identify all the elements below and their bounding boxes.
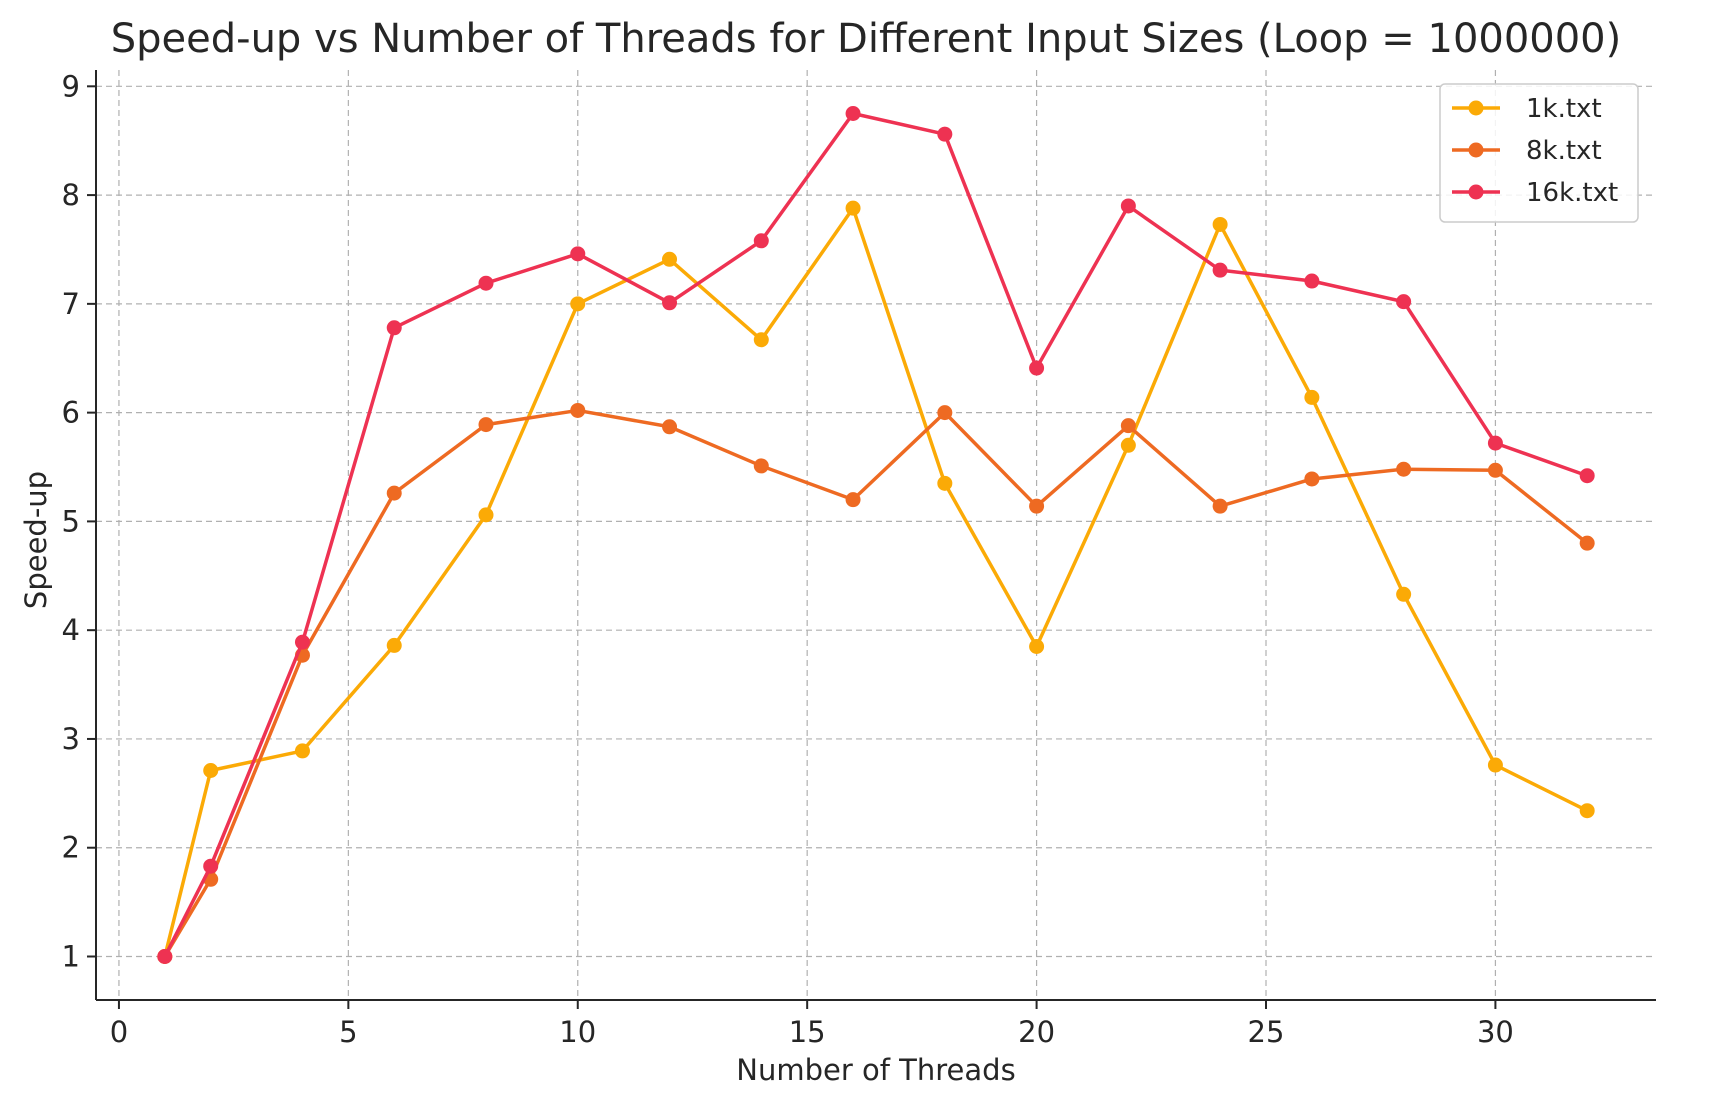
- series-line: [163, 111, 1588, 958]
- y-tick-label: 9: [62, 69, 80, 103]
- data-point: [662, 419, 678, 435]
- data-point: [1212, 216, 1228, 232]
- data-point: [1120, 418, 1136, 434]
- data-point: [753, 233, 769, 249]
- x-ticks: 0 5 10 15 20 25 30: [110, 1000, 1514, 1049]
- data-point: [1579, 803, 1595, 819]
- data-point: [845, 492, 861, 508]
- data-point: [1212, 262, 1228, 278]
- y-tick-label: 2: [62, 831, 80, 865]
- data-point: [1304, 471, 1320, 487]
- y-tick-label: 1: [62, 939, 80, 973]
- data-point: [1396, 294, 1412, 310]
- data-point: [294, 743, 310, 759]
- data-point: [1120, 198, 1136, 214]
- data-point: [662, 251, 678, 267]
- data-point: [1212, 498, 1228, 514]
- legend: 1k.txt 8k.txt 16k.txt: [1439, 83, 1639, 223]
- y-tick-label: 6: [62, 396, 80, 430]
- series-8k.txt: [157, 402, 1595, 964]
- y-ticks: 1 2 3 4 5 6 7 8 9: [62, 69, 96, 973]
- legend-label: 16k.txt: [1526, 178, 1618, 208]
- grid: [96, 70, 1656, 1000]
- series-layer: [157, 106, 1595, 964]
- data-point: [937, 475, 953, 491]
- data-point: [1579, 535, 1595, 551]
- data-point: [1396, 461, 1412, 477]
- legend-marker: [1468, 100, 1484, 116]
- legend-marker: [1468, 142, 1484, 158]
- data-point: [570, 402, 586, 418]
- series-line: [163, 408, 1589, 958]
- data-point: [386, 637, 402, 653]
- legend-label: 8k.txt: [1526, 136, 1602, 166]
- data-point: [203, 858, 219, 874]
- data-point: [157, 948, 173, 964]
- data-point: [1487, 462, 1503, 478]
- y-tick-label: 7: [62, 287, 80, 321]
- y-axis-label: Speed-up: [19, 471, 53, 609]
- x-tick-label: 25: [1248, 1015, 1285, 1049]
- legend-box: [1439, 83, 1639, 223]
- legend-item: 8k.txt: [1452, 136, 1602, 166]
- data-point: [845, 106, 861, 122]
- data-point: [1029, 360, 1045, 376]
- x-tick-label: 30: [1477, 1015, 1514, 1049]
- data-point: [570, 296, 586, 312]
- data-point: [1029, 498, 1045, 514]
- data-point: [1396, 586, 1412, 602]
- data-point: [845, 200, 861, 216]
- series-line: [163, 206, 1588, 957]
- data-point: [1120, 437, 1136, 453]
- data-point: [478, 507, 494, 523]
- x-axis-label: Number of Threads: [736, 1053, 1015, 1087]
- x-tick-label: 20: [1018, 1015, 1055, 1049]
- chart-title: Speed-up vs Number of Threads for Differ…: [111, 16, 1622, 62]
- data-point: [1487, 435, 1503, 451]
- y-tick-label: 3: [62, 722, 80, 756]
- axes: [95, 70, 1656, 1001]
- legend-label: 1k.txt: [1526, 94, 1602, 124]
- x-tick-label: 5: [339, 1015, 357, 1049]
- series-1k.txt: [157, 200, 1595, 964]
- data-point: [753, 332, 769, 348]
- data-point: [662, 295, 678, 311]
- data-point: [1304, 389, 1320, 405]
- data-point: [478, 417, 494, 433]
- data-point: [294, 634, 310, 650]
- x-tick-label: 15: [789, 1015, 826, 1049]
- legend-marker: [1468, 184, 1484, 200]
- data-point: [753, 458, 769, 474]
- data-point: [937, 405, 953, 421]
- data-point: [937, 126, 953, 142]
- y-tick-label: 8: [62, 178, 80, 212]
- data-point: [203, 762, 219, 778]
- data-point: [1487, 757, 1503, 773]
- y-tick-label: 5: [62, 504, 80, 538]
- data-point: [1579, 468, 1595, 484]
- x-tick-label: 0: [110, 1015, 128, 1049]
- data-point: [386, 320, 402, 336]
- legend-item: 16k.txt: [1452, 178, 1618, 208]
- y-tick-label: 4: [62, 613, 80, 647]
- x-tick-label: 10: [559, 1015, 596, 1049]
- data-point: [386, 485, 402, 501]
- legend-item: 1k.txt: [1452, 94, 1602, 124]
- series-16k.txt: [157, 106, 1595, 964]
- data-point: [570, 246, 586, 262]
- data-point: [1029, 638, 1045, 654]
- data-point: [478, 275, 494, 291]
- data-point: [1304, 273, 1320, 289]
